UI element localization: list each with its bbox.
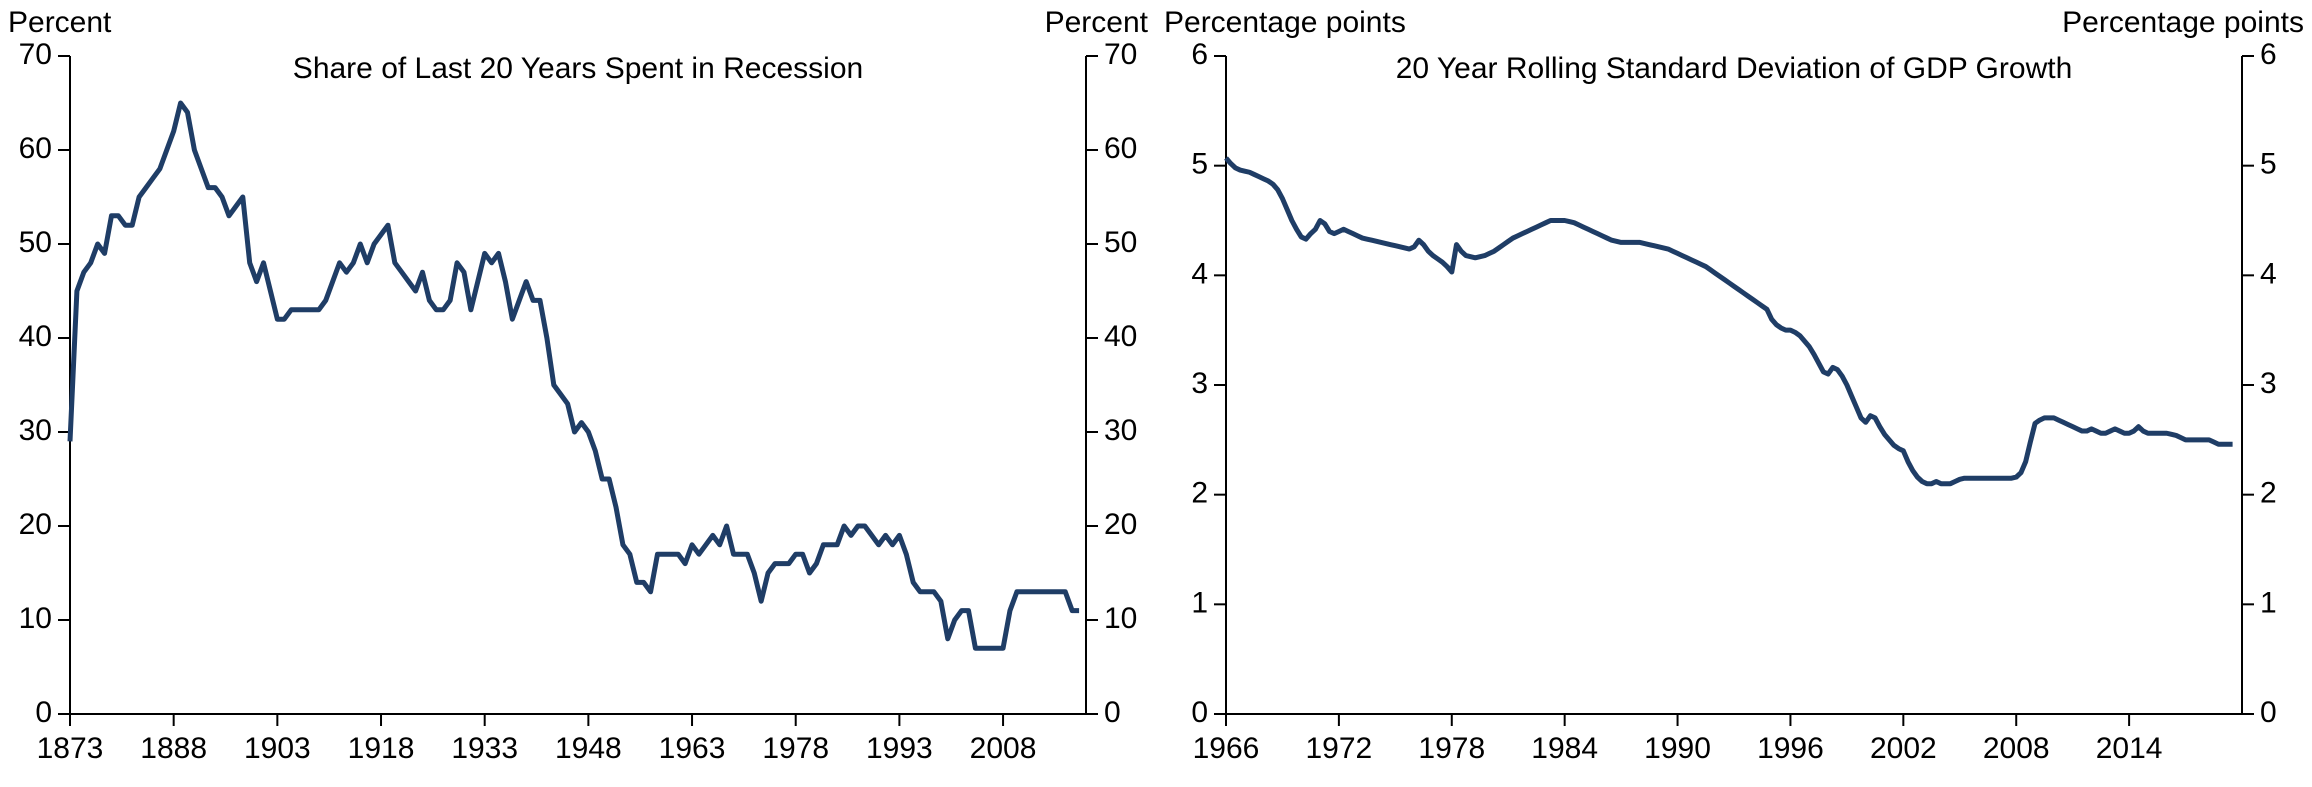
- svg-text:0: 0: [2260, 696, 2277, 729]
- svg-text:5: 5: [2260, 148, 2277, 181]
- svg-text:0: 0: [1191, 696, 1208, 729]
- svg-text:60: 60: [1104, 132, 1137, 165]
- svg-text:1873: 1873: [37, 732, 104, 765]
- right-chart-y-label-right: Percentage points: [2062, 6, 2304, 40]
- svg-text:4: 4: [2260, 257, 2277, 290]
- svg-text:20: 20: [19, 508, 52, 541]
- svg-text:1990: 1990: [1644, 732, 1711, 765]
- svg-text:20: 20: [1104, 508, 1137, 541]
- svg-text:1963: 1963: [659, 732, 726, 765]
- svg-text:2008: 2008: [970, 732, 1037, 765]
- right-chart-svg: 0 0 1 1 2 2 3 3 4 4 5 5 6 6 1966 1972 1978 1984 1990 1996 20…: [1156, 0, 2312, 787]
- svg-text:1: 1: [2260, 586, 2277, 619]
- svg-text:50: 50: [1104, 226, 1137, 259]
- svg-text:40: 40: [1104, 320, 1137, 353]
- svg-text:1984: 1984: [1531, 732, 1598, 765]
- svg-text:6: 6: [1191, 38, 1208, 71]
- svg-text:70: 70: [1104, 38, 1137, 71]
- svg-text:40: 40: [19, 320, 52, 353]
- svg-text:0: 0: [1104, 696, 1121, 729]
- svg-text:1948: 1948: [555, 732, 622, 765]
- svg-text:1903: 1903: [244, 732, 311, 765]
- svg-text:2014: 2014: [2096, 732, 2163, 765]
- svg-text:5: 5: [1191, 148, 1208, 181]
- left-chart-y-label-right: Percent: [1045, 6, 1148, 40]
- svg-text:10: 10: [1104, 602, 1137, 635]
- svg-text:1933: 1933: [451, 732, 518, 765]
- svg-text:0: 0: [35, 696, 52, 729]
- svg-text:2: 2: [2260, 477, 2277, 510]
- right-panel: Percentage points Percentage points 20 Y…: [1156, 0, 2312, 787]
- svg-text:4: 4: [1191, 257, 1208, 290]
- svg-text:1888: 1888: [140, 732, 207, 765]
- svg-text:2008: 2008: [1983, 732, 2050, 765]
- svg-text:1918: 1918: [348, 732, 415, 765]
- svg-text:70: 70: [19, 38, 52, 71]
- left-chart-y-label-left: Percent: [8, 6, 111, 40]
- svg-text:50: 50: [19, 226, 52, 259]
- svg-text:30: 30: [1104, 414, 1137, 447]
- svg-text:10: 10: [19, 602, 52, 635]
- svg-text:2002: 2002: [1870, 732, 1937, 765]
- figure: Percent Percent Share of Last 20 Years S…: [0, 0, 2312, 787]
- svg-text:60: 60: [19, 132, 52, 165]
- right-chart-title: 20 Year Rolling Standard Deviation of GD…: [1396, 52, 2073, 86]
- svg-text:3: 3: [1191, 367, 1208, 400]
- left-panel: Percent Percent Share of Last 20 Years S…: [0, 0, 1156, 787]
- svg-text:30: 30: [19, 414, 52, 447]
- svg-text:1978: 1978: [1418, 732, 1485, 765]
- left-chart-title: Share of Last 20 Years Spent in Recessio…: [293, 52, 863, 86]
- left-chart-svg: 0 0 10 10 20 20 30 30 40 40 50 50 60 60 70 70 1873 1888 19…: [0, 0, 1156, 787]
- svg-text:1966: 1966: [1193, 732, 1260, 765]
- svg-text:1996: 1996: [1757, 732, 1824, 765]
- svg-text:1972: 1972: [1306, 732, 1373, 765]
- svg-text:1978: 1978: [762, 732, 829, 765]
- svg-text:1993: 1993: [866, 732, 933, 765]
- svg-text:2: 2: [1191, 477, 1208, 510]
- right-chart-y-label-left: Percentage points: [1164, 6, 1406, 40]
- svg-text:1: 1: [1191, 586, 1208, 619]
- svg-text:3: 3: [2260, 367, 2277, 400]
- svg-text:6: 6: [2260, 38, 2277, 71]
